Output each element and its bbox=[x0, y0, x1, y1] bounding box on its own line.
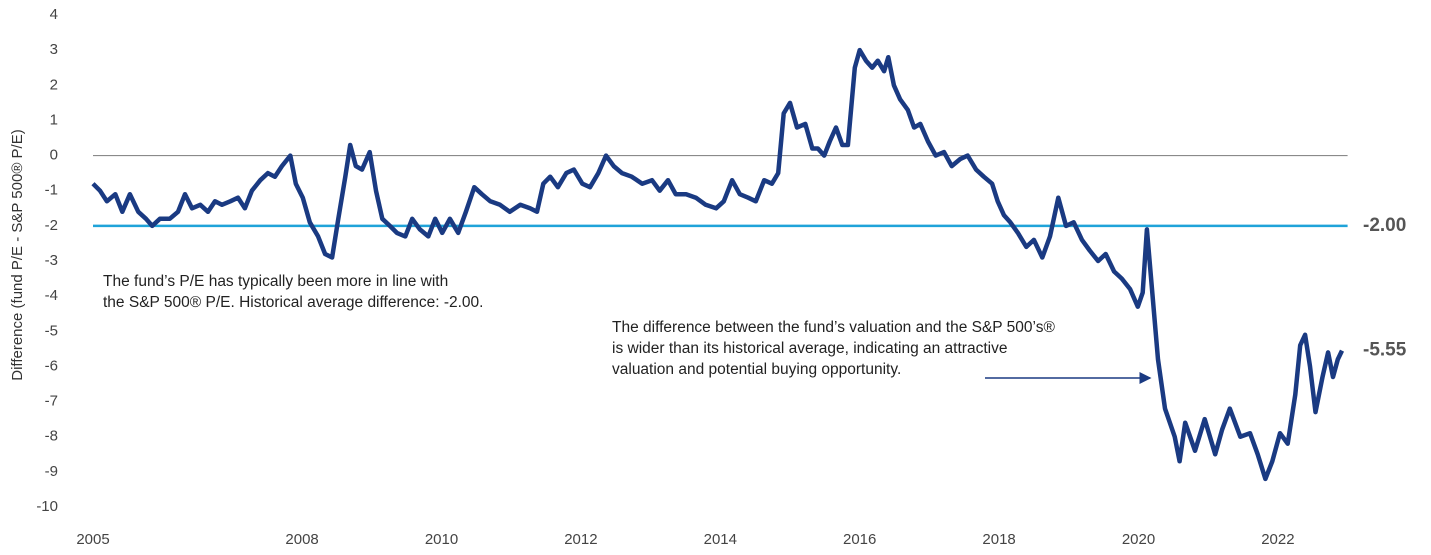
y-tick-label: 2 bbox=[50, 76, 58, 93]
x-tick-label: 2005 bbox=[76, 531, 109, 548]
x-tick-label: 2020 bbox=[1122, 531, 1155, 548]
x-tick-label: 2022 bbox=[1261, 531, 1294, 548]
annotation-text: is wider than its historical average, in… bbox=[612, 340, 1007, 357]
data-line bbox=[91, 47, 1345, 482]
annotation-text: the S&P 500® P/E. Historical average dif… bbox=[103, 294, 483, 311]
y-tick-label: -1 bbox=[45, 182, 58, 199]
y-tick-label: -2 bbox=[45, 217, 58, 234]
y-tick-label: 0 bbox=[50, 147, 58, 164]
y-tick-label: 3 bbox=[50, 41, 58, 58]
annotation-text: The difference between the fund’s valuat… bbox=[612, 319, 1055, 336]
y-tick-label: -4 bbox=[45, 287, 58, 304]
annotation-text: valuation and potential buying opportuni… bbox=[612, 361, 901, 378]
y-tick-label: 4 bbox=[50, 6, 58, 23]
x-tick-label: 2018 bbox=[982, 531, 1015, 548]
y-tick-label: -10 bbox=[36, 498, 58, 515]
x-tick-label: 2010 bbox=[425, 531, 458, 548]
end-label: -5.55 bbox=[1363, 340, 1407, 361]
y-tick-label: 1 bbox=[50, 111, 58, 128]
average-label: -2.00 bbox=[1363, 215, 1406, 236]
y-tick-label: -6 bbox=[45, 357, 58, 374]
x-tick-label: 2012 bbox=[564, 531, 597, 548]
x-tick-label: 2008 bbox=[285, 531, 318, 548]
y-tick-label: -5 bbox=[45, 322, 58, 339]
y-tick-label: -8 bbox=[45, 428, 58, 445]
y-axis-label: Difference (fund P/E - S&P 500® P/E) bbox=[9, 129, 26, 380]
x-tick-label: 2014 bbox=[704, 531, 737, 548]
x-tick-label: 2016 bbox=[843, 531, 876, 548]
y-tick-label: -9 bbox=[45, 463, 58, 480]
y-tick-label: -3 bbox=[45, 252, 58, 269]
y-tick-label: -7 bbox=[45, 393, 58, 410]
annotation-text: The fund’s P/E has typically been more i… bbox=[103, 273, 448, 290]
